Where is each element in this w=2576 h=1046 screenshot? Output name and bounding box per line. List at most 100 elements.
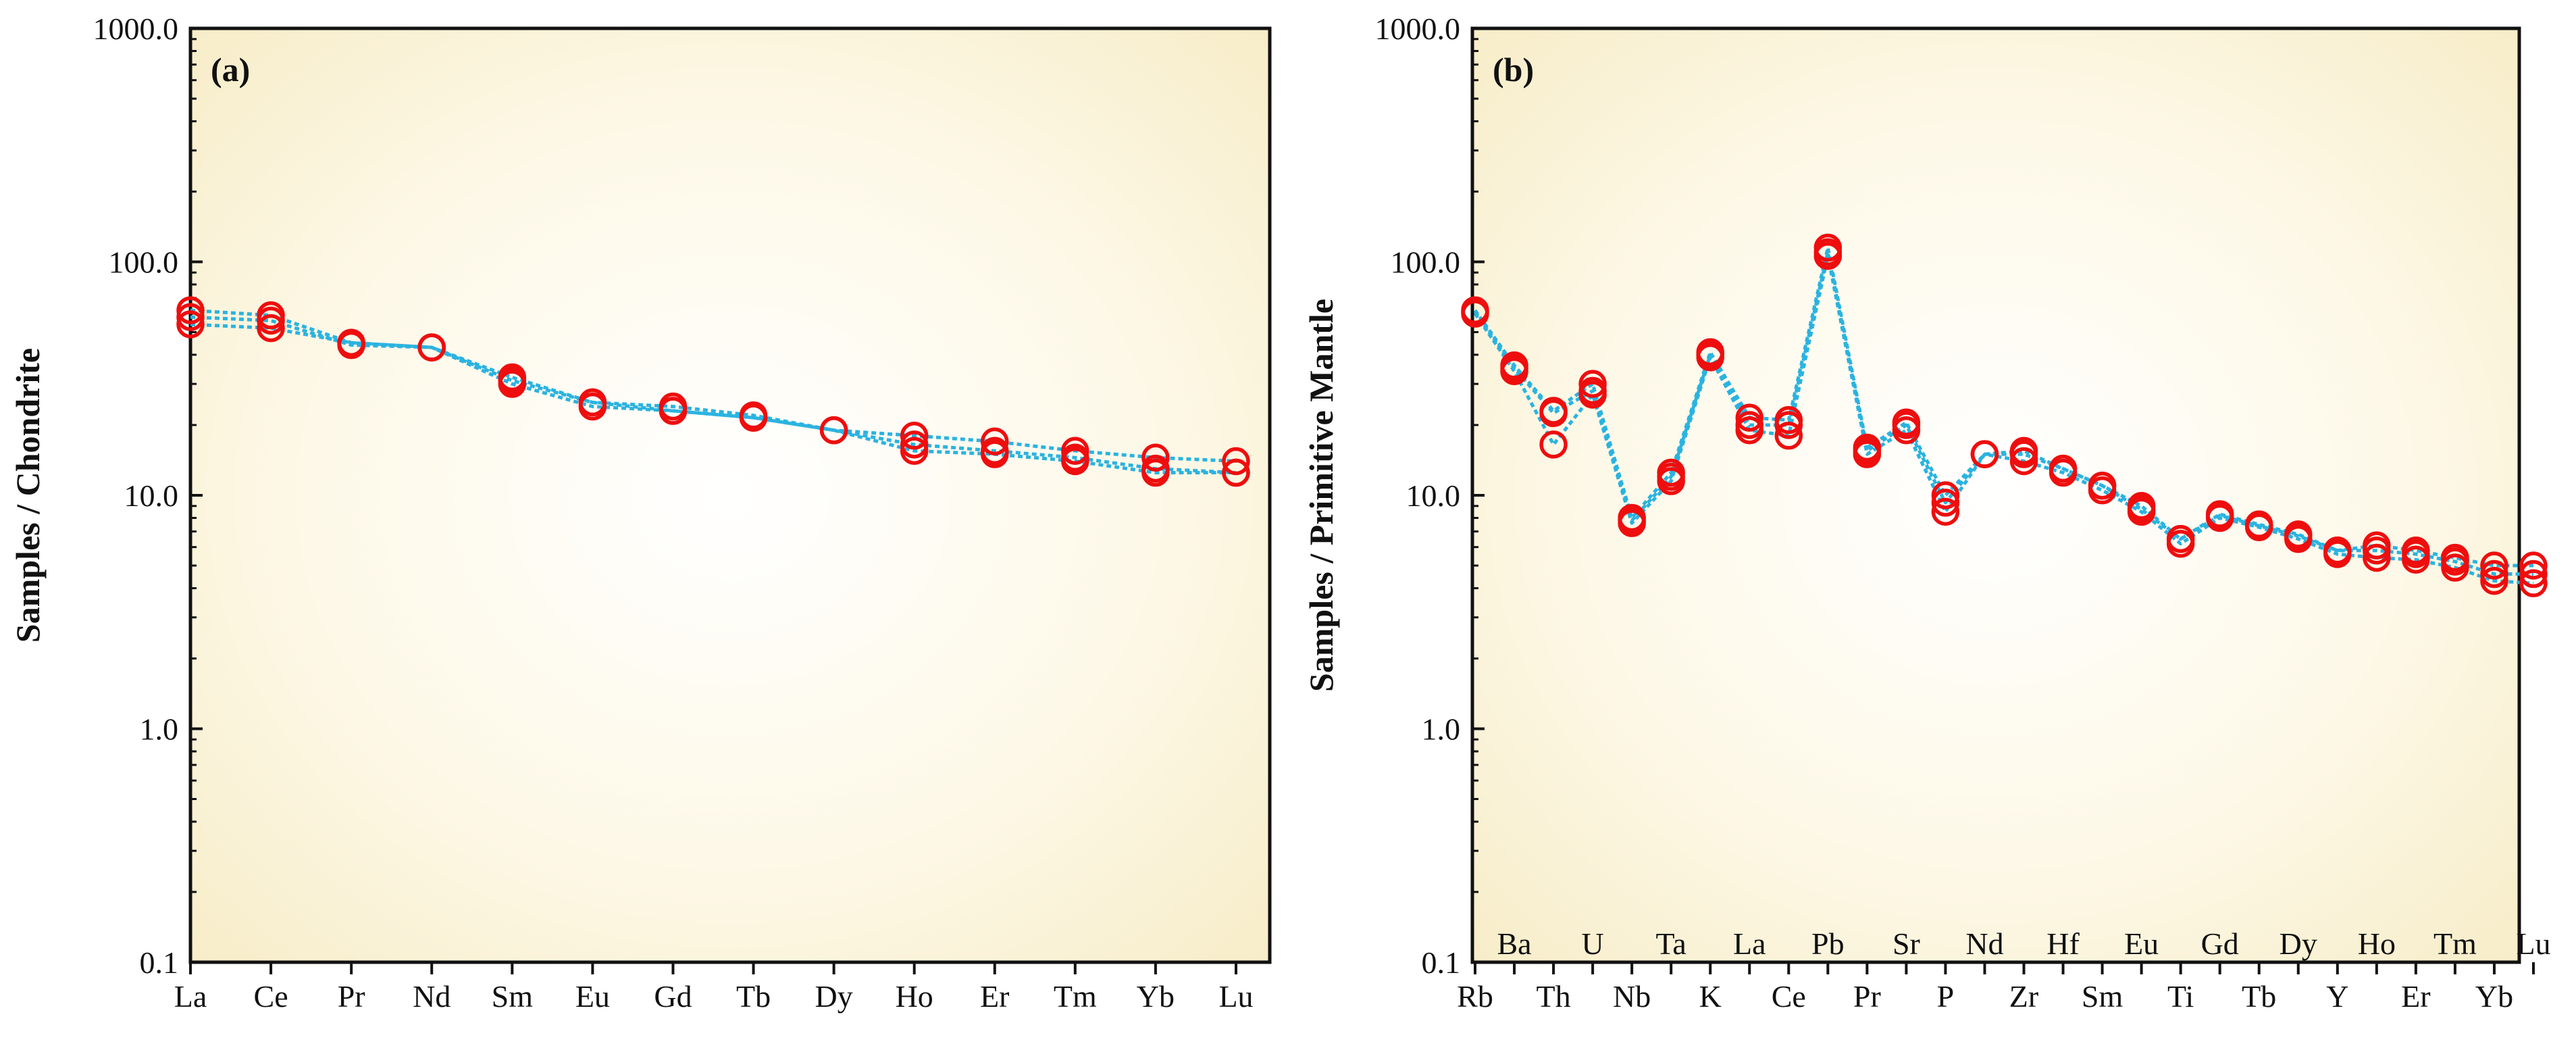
y-tick-label: 1000.0	[1375, 11, 1461, 46]
x-tick-label-bottom: Y	[2326, 979, 2348, 1014]
x-tick-label-top: Hf	[2046, 926, 2080, 961]
x-tick-label: Pr	[338, 979, 365, 1014]
data-point-marker	[498, 366, 527, 395]
data-point-marker	[417, 333, 446, 362]
data-point-marker	[2519, 551, 2548, 580]
x-tick-label-top: Sr	[1892, 926, 1920, 961]
panel-label-b: (b)	[1493, 51, 1534, 89]
data-point-marker	[981, 427, 1009, 456]
data-point-marker	[578, 388, 607, 417]
x-tick-label-bottom: Er	[2401, 979, 2430, 1014]
data-point-marker	[257, 314, 285, 343]
data-point-marker	[1813, 242, 1843, 270]
data-point-marker	[900, 422, 929, 450]
series-line-2	[1473, 250, 2533, 576]
data-point-marker	[176, 310, 205, 339]
data-point-marker	[2284, 524, 2313, 553]
y-tick-label: 10.0	[1406, 478, 1461, 513]
data-point-marker	[2402, 545, 2430, 574]
data-point-marker	[2009, 447, 2038, 476]
data-point-marker	[2088, 476, 2117, 505]
x-tick-label: Ce	[254, 979, 288, 1014]
data-point-marker	[1461, 299, 1489, 328]
data-point-marker	[1774, 422, 1803, 450]
data-point-marker	[2049, 458, 2078, 487]
y-tick-label: 0.1	[1422, 945, 1461, 980]
data-point-marker	[1222, 447, 1250, 476]
data-point-marker	[739, 403, 768, 432]
y-axis-label-b: Samples / Primitive Mantle	[1302, 299, 1340, 692]
data-point-marker	[1853, 440, 1882, 468]
data-point-marker	[1539, 399, 1568, 428]
data-point-marker	[1578, 380, 1607, 409]
data-point-marker	[981, 440, 1009, 468]
data-point-marker	[1618, 509, 1646, 537]
data-point-marker	[1578, 370, 1607, 398]
data-point-marker	[900, 437, 929, 465]
x-tick-label-bottom: Nb	[1613, 979, 1651, 1014]
x-tick-label-top: U	[1581, 926, 1603, 961]
data-point-marker	[1500, 357, 1528, 386]
x-tick-label-top: Ho	[2358, 926, 2396, 961]
x-tick-label: Tb	[736, 979, 771, 1014]
x-tick-label-top: Dy	[2279, 926, 2317, 961]
plot-area-a	[188, 26, 1272, 964]
data-point-marker	[1141, 458, 1170, 487]
x-tick-label: Yb	[1137, 979, 1175, 1014]
series-group-a	[176, 296, 1250, 487]
data-point-marker	[1931, 481, 1960, 509]
y-tick-label: 10.0	[124, 478, 179, 513]
x-tick-label-top: Pb	[1811, 926, 1845, 961]
x-tick-label: Dy	[815, 979, 852, 1014]
data-point-marker	[2166, 529, 2195, 558]
y-axis-a: 1000.0 100.0 10.0 1.0 0.1	[93, 11, 203, 980]
x-tick-label-bottom: Zr	[2009, 979, 2038, 1014]
y-axis-b: 1000.0 100.0 10.0 1.0 0.1	[1375, 11, 1485, 980]
data-point-marker	[2363, 543, 2391, 572]
data-point-marker	[1141, 443, 1170, 472]
y-tick-label: 0.1	[140, 945, 179, 980]
x-tick-label-bottom: Rb	[1457, 979, 1493, 1014]
x-tick-label: Tm	[1054, 979, 1097, 1014]
x-tick-label-bottom: Tb	[2242, 979, 2276, 1014]
x-axis-a: La Ce Pr Nd Sm Eu Gd Tb Dy Ho Er Tm Yb Lu	[174, 962, 1254, 1014]
data-point-marker	[1735, 403, 1764, 432]
data-point-marker	[1970, 440, 1999, 468]
data-point-marker	[2519, 569, 2548, 597]
data-point-marker	[2205, 503, 2234, 532]
data-point-marker	[819, 416, 848, 445]
x-tick-label-top: Gd	[2201, 926, 2239, 961]
x-tick-label-bottom: P	[1937, 979, 1955, 1014]
data-point-marker	[1061, 447, 1089, 476]
data-point-marker	[1931, 497, 1960, 526]
x-tick-label-bottom: Pr	[1853, 979, 1881, 1014]
data-point-marker	[337, 328, 365, 357]
x-tick-label: Lu	[1218, 979, 1253, 1014]
x-tick-label-bottom: Th	[1537, 979, 1571, 1014]
data-point-marker	[2480, 566, 2508, 595]
data-point-marker	[257, 306, 285, 335]
y-axis-label-a: Samples / Chondrite	[9, 348, 47, 643]
x-tick-label-bottom: K	[1699, 979, 1722, 1014]
data-point-marker	[659, 397, 688, 425]
x-tick-label: Gd	[654, 979, 692, 1014]
data-point-marker	[2127, 497, 2156, 526]
data-point-marker	[2244, 513, 2273, 541]
x-tick-label-top: Ba	[1497, 926, 1531, 961]
x-tick-label-top: Lu	[2516, 926, 2550, 961]
x-tick-label-bottom: Ce	[1772, 979, 1806, 1014]
x-tick-label-bottom: Yb	[2475, 979, 2513, 1014]
y-tick-label: 100.0	[109, 245, 179, 280]
data-point-marker	[1892, 416, 1921, 445]
panel-a-chondrite-plot: (a) Samples / Chondrite 1000.0100.010.01…	[9, 11, 1272, 1014]
y-tick-label: 1.0	[140, 712, 179, 747]
data-point-marker	[1931, 489, 1960, 517]
data-point-marker	[1696, 343, 1724, 372]
data-point-marker	[2519, 559, 2548, 589]
plot-area-b	[1470, 26, 2521, 964]
x-tick-label-bottom: Ti	[2167, 979, 2194, 1014]
y-tick-label: 1.0	[1422, 712, 1461, 747]
x-tick-label: Er	[980, 979, 1009, 1014]
x-tick-label: Eu	[575, 979, 610, 1014]
